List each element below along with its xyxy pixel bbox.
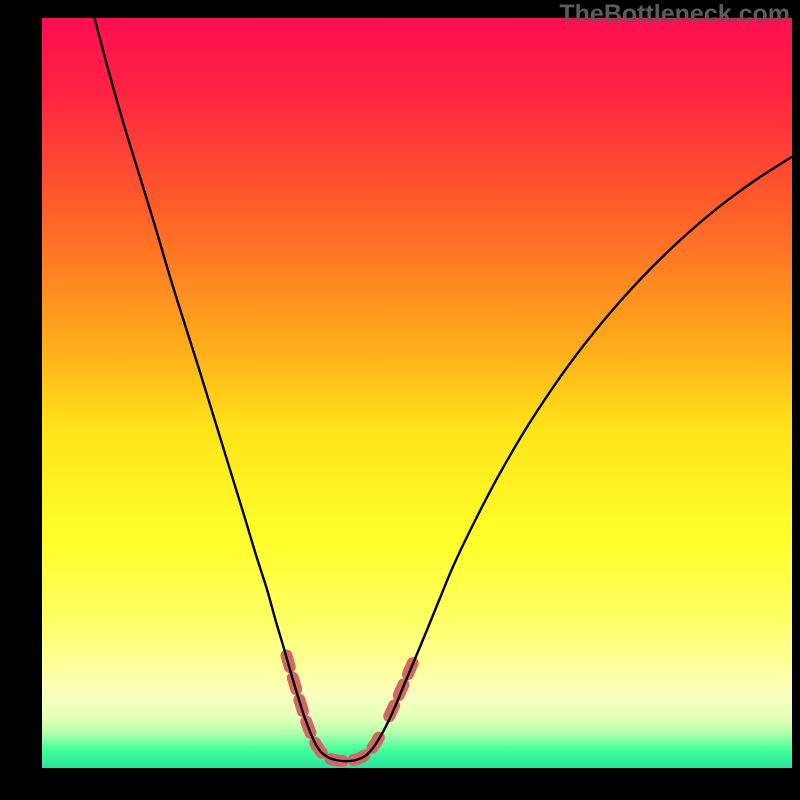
bottleneck-curve	[95, 18, 793, 761]
chart-overlay	[0, 0, 800, 800]
bottleneck-curve-path	[95, 18, 793, 761]
watermark-label: TheBottleneck.com	[559, 0, 790, 29]
